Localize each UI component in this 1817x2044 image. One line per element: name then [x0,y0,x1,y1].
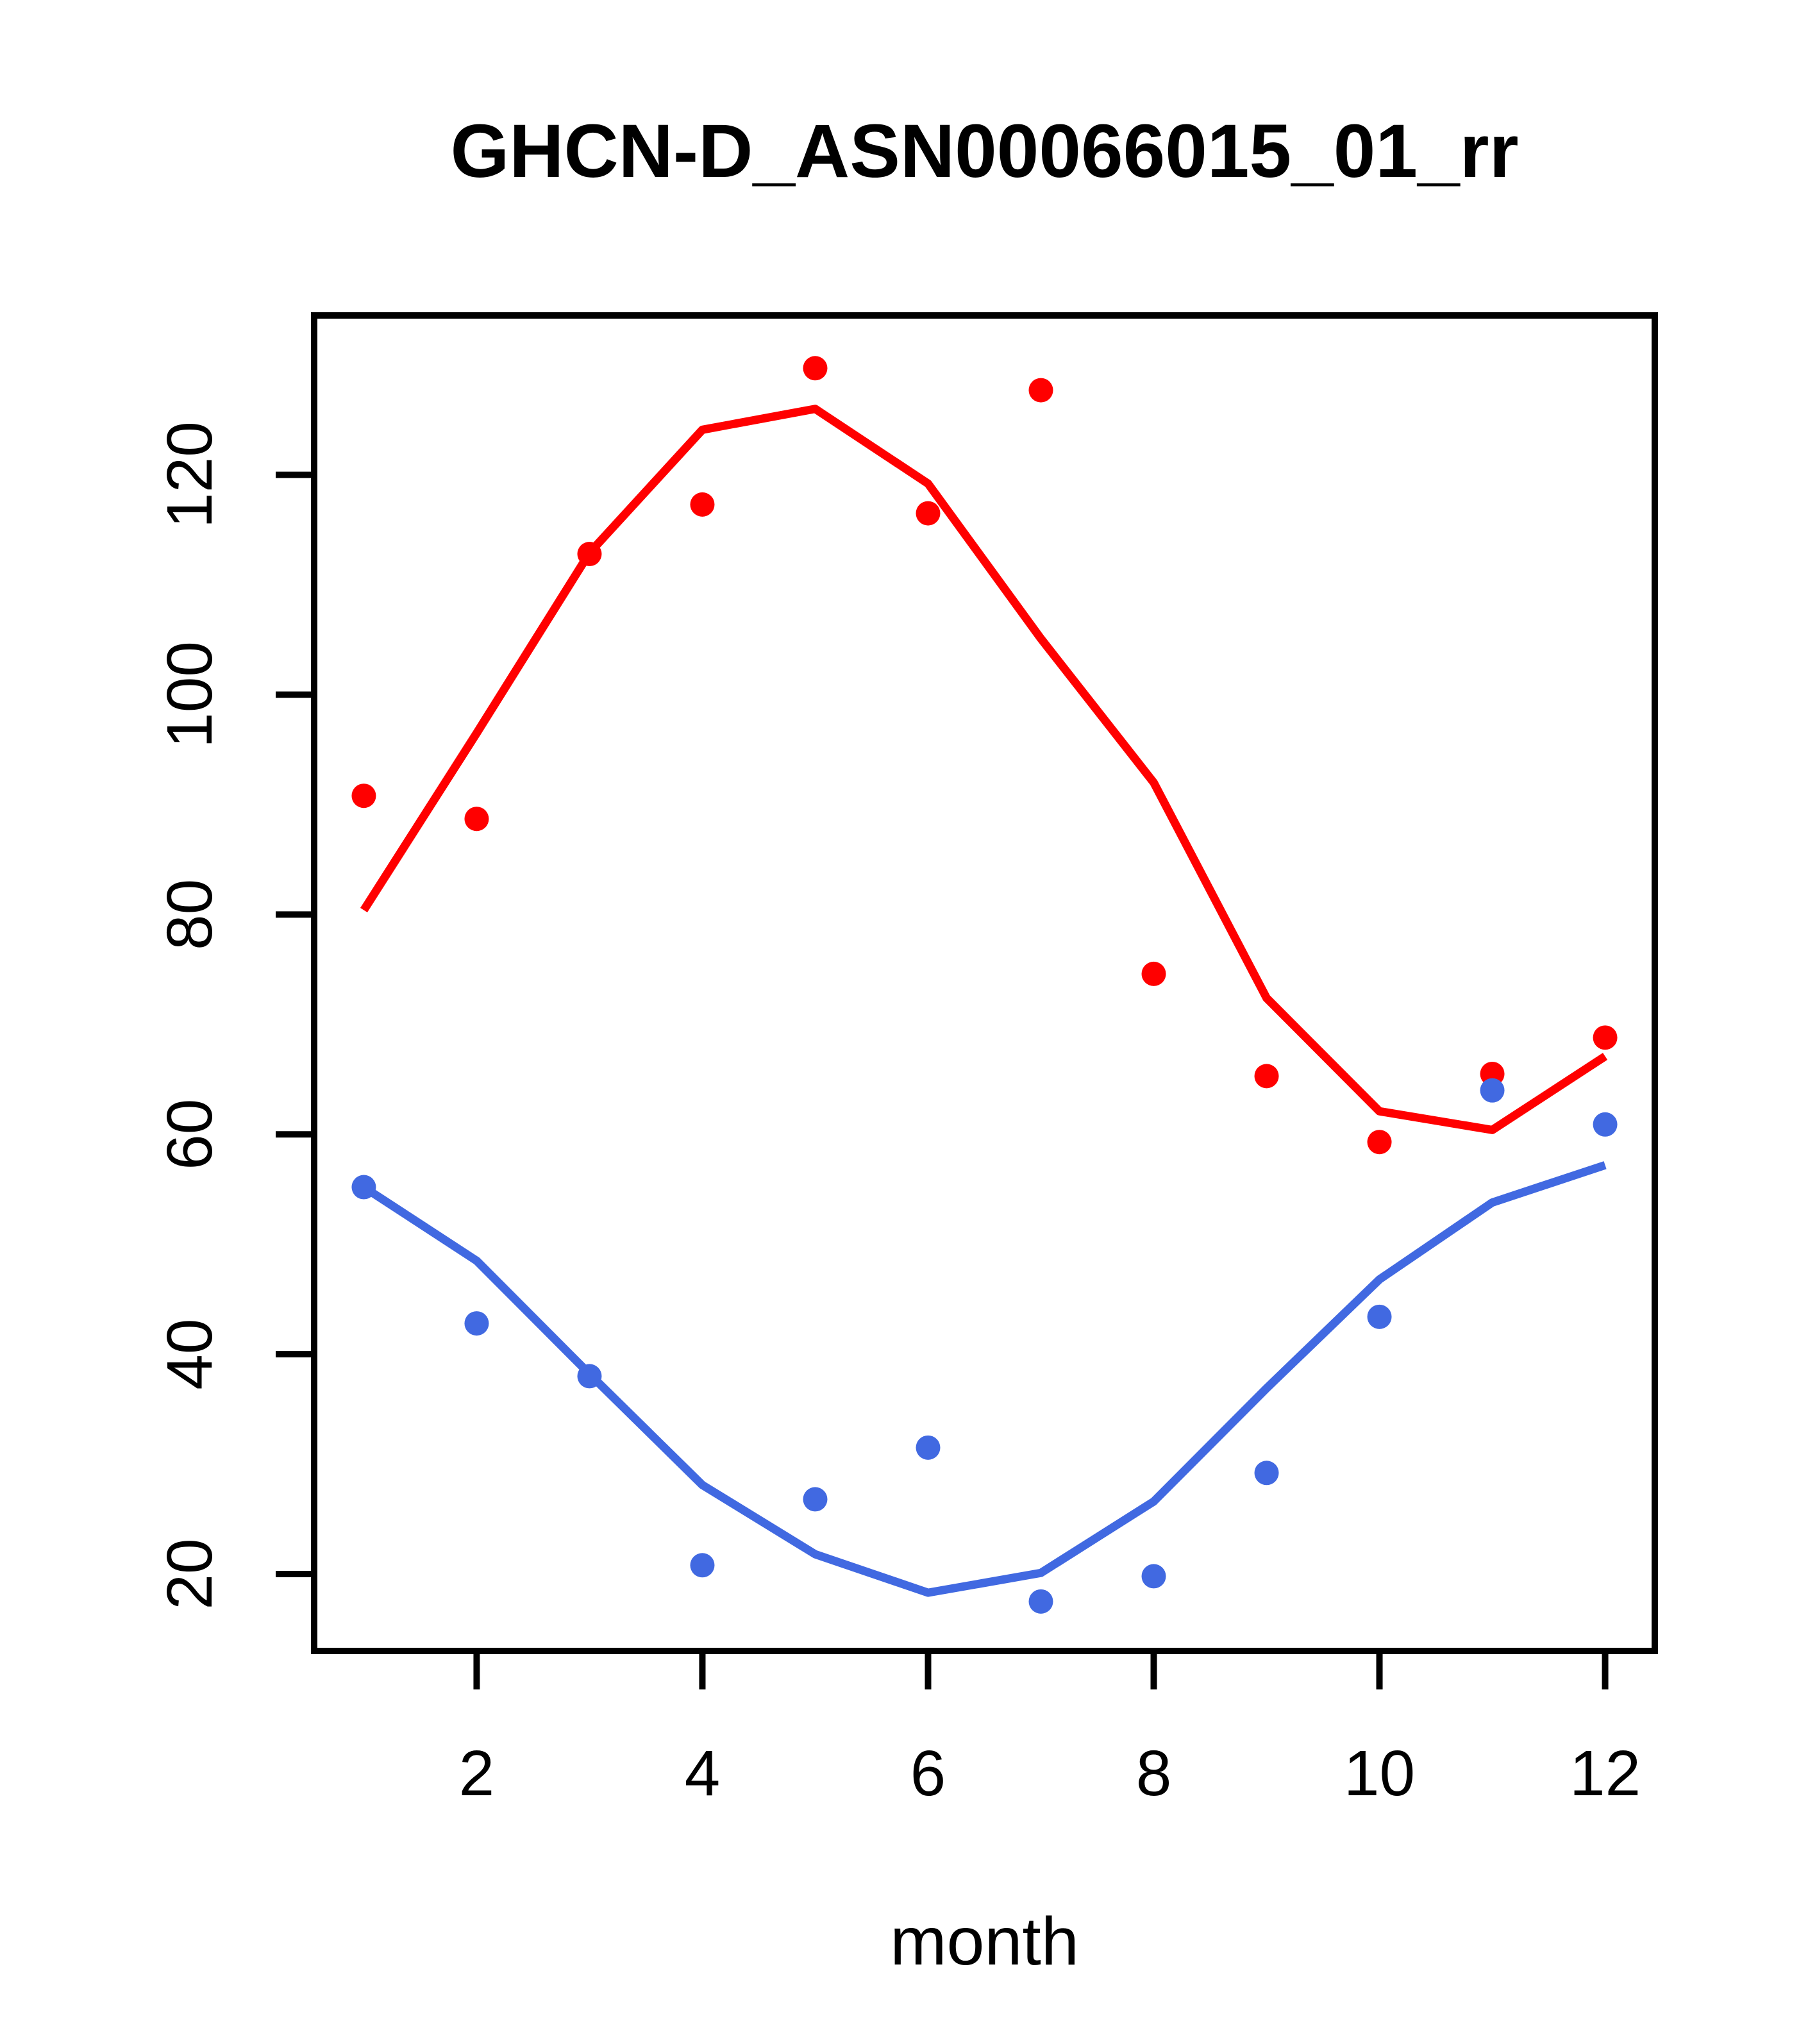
red-point [916,501,941,526]
blue-point [1141,1564,1166,1589]
x-axis-label: month [890,1904,1079,1979]
x-tick-label: 8 [1136,1738,1172,1809]
chart-title: GHCN-D_ASN00066015_01_rr [450,109,1519,194]
y-tick-label: 20 [154,1538,226,1609]
blue-point [1254,1461,1279,1486]
x-tick-label: 4 [685,1738,721,1809]
y-tick-label: 40 [154,1318,226,1389]
plot-box [311,312,1658,1654]
blue-point [916,1435,941,1460]
x-tick-label: 2 [459,1738,495,1809]
blue-point [351,1175,376,1200]
red-point [1254,1064,1279,1089]
y-tick-label: 100 [154,641,226,748]
red-point [1367,1130,1392,1155]
red-point [1593,1025,1618,1050]
x-tick-label: 6 [910,1738,946,1809]
red-point [690,492,715,517]
red-point [351,783,376,808]
blue-point [803,1487,828,1512]
red-point [803,356,828,381]
blue-point [464,1311,489,1336]
y-tick-label: 60 [154,1099,226,1170]
y-tick-label: 80 [154,879,226,950]
y-tick-label: 120 [154,421,226,528]
blue-point [1028,1589,1053,1614]
red-point [577,542,602,567]
red-smooth-curve-line [360,405,1608,1134]
red-point [464,807,489,832]
blue-smooth-curve-line [361,1161,1607,1597]
blue-point [1480,1078,1505,1103]
blue-point [690,1553,715,1578]
red-point [1028,378,1053,403]
x-tick-label: 12 [1570,1738,1641,1809]
blue-point [577,1364,602,1389]
x-tick-label: 10 [1344,1738,1415,1809]
blue-point [1593,1112,1618,1137]
blue-point [1367,1304,1392,1329]
red-point [1141,961,1166,986]
